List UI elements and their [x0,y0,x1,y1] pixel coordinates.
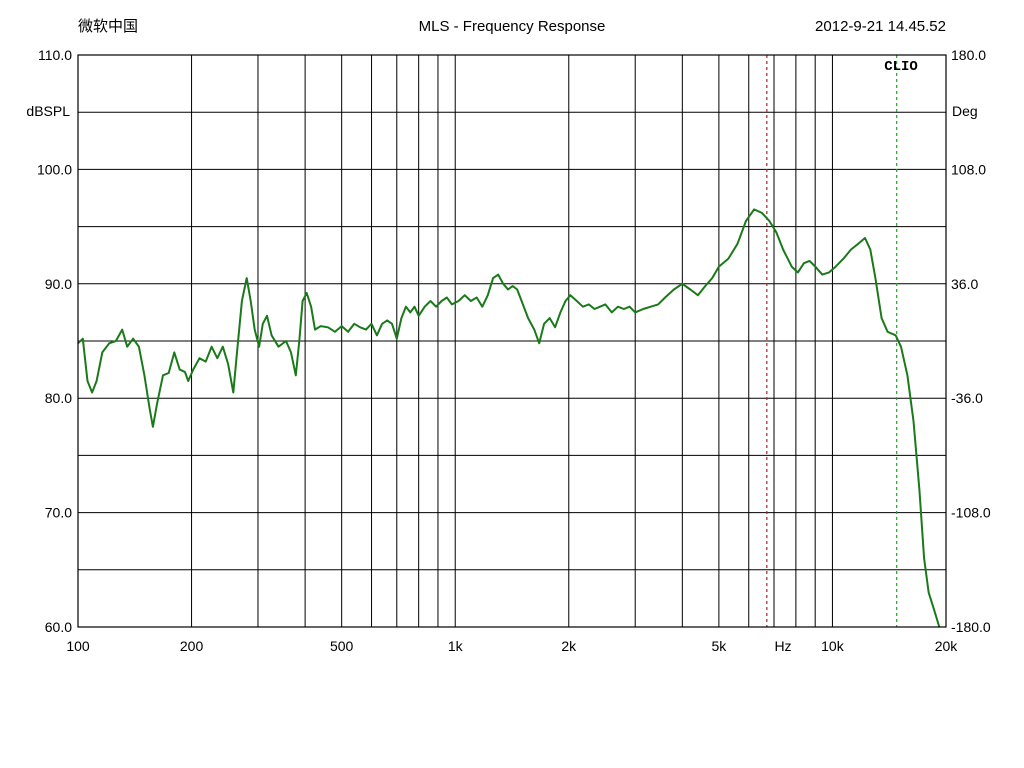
clio-logo-text: CLIO [884,59,918,75]
y-tick-label: 90.0 [45,276,72,292]
x-tick-label: 200 [180,638,204,654]
x-tick-label: 500 [330,638,354,654]
grid-lines [77,54,947,628]
x-tick-label: 20k [935,638,959,654]
y2-tick-label: -180.0 [951,619,991,635]
x-unit-label: Hz [774,638,791,654]
x-tick-label: 2k [561,638,577,654]
y-tick-label: 80.0 [45,390,72,406]
plot-frame [77,54,947,628]
series-line-spl [77,208,941,628]
x-tick-label: 10k [821,638,845,654]
cursor-markers [766,55,898,627]
x-tick-label: 100 [66,638,90,654]
y-tick-label: 60.0 [45,619,72,635]
x-tick-label: 1k [448,638,464,654]
y-tick-label: 100.0 [37,161,72,177]
y-axis-label: dBSPL [26,103,70,119]
x-tick-label: 5k [711,638,727,654]
tick-labels: 100 200 500 1k 2k 5k 10k 20k 110.0 100.0 90.0 80.0 7… [37,47,991,654]
header-left-label: 微软中国 [78,18,139,35]
y2-tick-label: -108.0 [951,505,991,521]
y-tick-label: 110.0 [38,47,72,63]
y2-tick-label: -36.0 [951,390,983,406]
chart-title: MLS - Frequency Response [418,18,606,35]
y2-tick-label: 108.0 [951,161,986,177]
y-tick-label: 70.0 [45,505,72,521]
y2-axis-label: Deg [952,103,978,119]
y2-tick-label: 180.0 [951,47,986,63]
timestamp: 2012-9-21 14.45.52 [815,18,946,35]
y2-tick-label: 36.0 [951,276,978,292]
